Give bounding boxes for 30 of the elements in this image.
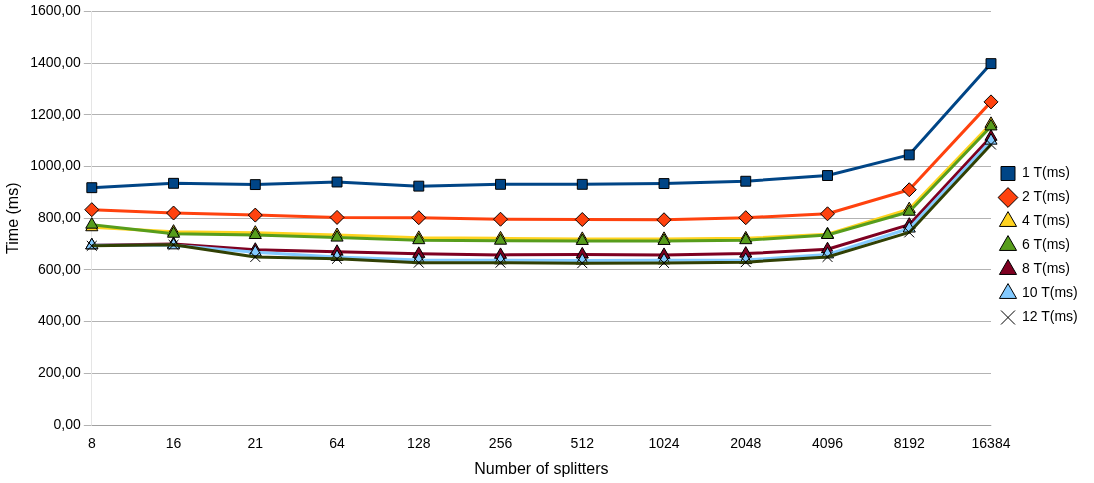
legend-label: 10 T(ms) xyxy=(1022,284,1078,301)
x-tick-label: 8 xyxy=(87,435,96,452)
x-tick-label: 128 xyxy=(407,435,431,452)
y-tick-label: 1400,00 xyxy=(30,53,82,70)
x-tick-label: 512 xyxy=(570,435,595,452)
y-tick-label: 600,00 xyxy=(37,260,82,277)
x-tick-label: 4096 xyxy=(811,435,844,452)
x-tick-label: 1024 xyxy=(648,435,680,452)
x-tick-label: 16384 xyxy=(971,435,1011,452)
x-tick-label: 16 xyxy=(165,435,182,452)
legend-label: 2 T(ms) xyxy=(1022,188,1070,205)
x-tick-label: 8192 xyxy=(893,435,926,452)
legend-label: 1 T(ms) xyxy=(1022,164,1070,181)
y-tick-label: 1600,00 xyxy=(30,2,82,19)
x-tick-label: 2048 xyxy=(730,435,762,452)
x-tick-label: 64 xyxy=(329,435,346,452)
y-tick-label: 1200,00 xyxy=(30,105,82,122)
legend-label: 4 T(ms) xyxy=(1022,212,1070,229)
x-tick-label: 256 xyxy=(488,435,513,452)
y-tick-label: 800,00 xyxy=(37,209,82,226)
y-tick-label: 0,00 xyxy=(53,415,82,432)
y-tick-label: 400,00 xyxy=(37,312,82,329)
x-tick-label: 21 xyxy=(247,435,264,452)
legend-label: 12 T(ms) xyxy=(1022,308,1078,325)
legend-label: 8 T(ms) xyxy=(1022,260,1070,277)
y-axis-title: Time (ms) xyxy=(4,182,22,254)
y-tick-label: 1000,00 xyxy=(30,157,82,174)
y-tick-label: 200,00 xyxy=(37,364,82,381)
x-axis-title: Number of splitters xyxy=(474,459,609,477)
legend-label: 6 T(ms) xyxy=(1022,236,1070,253)
